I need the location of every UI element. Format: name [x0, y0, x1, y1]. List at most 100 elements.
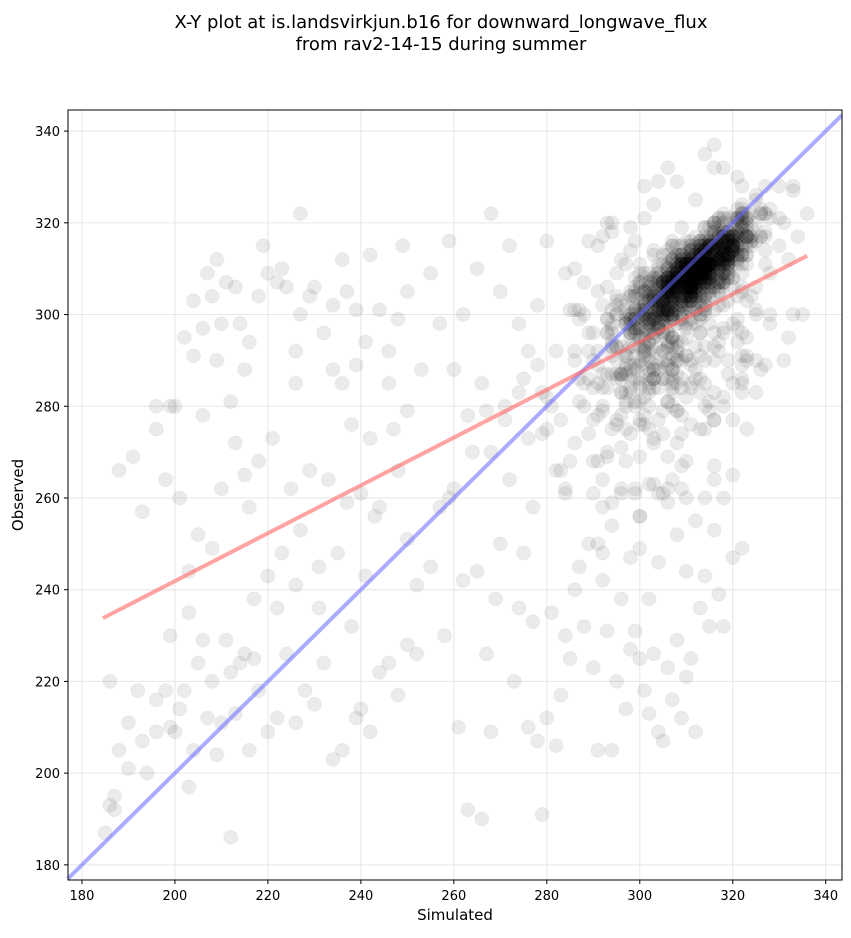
data-point	[715, 274, 731, 290]
data-point	[683, 284, 699, 300]
data-point	[706, 522, 722, 538]
data-point	[474, 811, 490, 827]
data-point	[325, 297, 341, 313]
data-point	[697, 265, 713, 281]
data-point	[622, 362, 638, 378]
data-point	[678, 274, 694, 290]
data-point	[729, 252, 745, 268]
data-point	[655, 343, 671, 359]
data-point	[683, 242, 699, 258]
data-point	[720, 247, 736, 263]
data-point	[711, 242, 727, 258]
data-point	[683, 274, 699, 290]
data-point	[622, 288, 638, 304]
data-point	[669, 284, 685, 300]
data-point	[697, 265, 713, 281]
data-point	[655, 733, 671, 749]
data-point	[697, 261, 713, 277]
data-point	[711, 247, 727, 263]
data-point	[692, 261, 708, 277]
data-point	[636, 417, 652, 433]
data-point	[688, 279, 704, 295]
data-point	[664, 288, 680, 304]
data-point	[660, 302, 676, 318]
data-point	[688, 274, 704, 290]
data-point	[516, 371, 532, 387]
data-point	[729, 229, 745, 245]
data-point	[609, 265, 625, 281]
data-point	[692, 270, 708, 286]
data-point	[683, 293, 699, 309]
data-point	[688, 724, 704, 740]
data-point	[664, 302, 680, 318]
data-point	[757, 357, 773, 373]
data-point	[664, 334, 680, 350]
data-point	[120, 761, 136, 777]
data-point	[678, 274, 694, 290]
data-point	[632, 256, 648, 272]
data-point	[725, 238, 741, 254]
data-point	[692, 270, 708, 286]
data-point	[688, 265, 704, 281]
data-point	[664, 348, 680, 364]
data-point	[195, 407, 211, 423]
data-point	[720, 261, 736, 277]
data-point	[622, 284, 638, 300]
data-point	[632, 320, 648, 336]
data-point	[692, 421, 708, 437]
data-point	[692, 265, 708, 281]
data-point	[627, 485, 643, 501]
data-point	[683, 279, 699, 295]
data-point	[725, 375, 741, 391]
data-point	[674, 238, 690, 254]
data-point	[613, 407, 629, 423]
data-point	[218, 632, 234, 648]
y-axis-label: Observed	[9, 459, 27, 531]
data-point	[641, 274, 657, 290]
data-point	[706, 247, 722, 263]
data-point	[734, 375, 750, 391]
data-point	[688, 270, 704, 286]
data-point	[697, 265, 713, 281]
data-point	[702, 261, 718, 277]
data-point	[627, 233, 643, 249]
data-point	[455, 307, 471, 323]
data-point	[613, 481, 629, 497]
data-point	[148, 724, 164, 740]
data-point	[678, 279, 694, 295]
data-point	[660, 307, 676, 323]
data-point	[655, 297, 671, 313]
data-point	[688, 279, 704, 295]
data-point	[678, 490, 694, 506]
data-point	[381, 655, 397, 671]
data-point	[669, 632, 685, 648]
data-point	[232, 655, 248, 671]
data-point	[725, 412, 741, 428]
data-point	[688, 192, 704, 208]
data-point	[618, 398, 634, 414]
data-point	[739, 224, 755, 240]
data-point	[664, 472, 680, 488]
data-point	[622, 242, 638, 258]
data-point	[692, 284, 708, 300]
data-point	[660, 160, 676, 176]
data-point	[655, 371, 671, 387]
data-point	[683, 288, 699, 304]
data-point	[692, 348, 708, 364]
data-point	[581, 343, 597, 359]
data-point	[697, 265, 713, 281]
data-point	[362, 724, 378, 740]
data-point	[609, 417, 625, 433]
data-point	[725, 316, 741, 332]
data-point	[660, 371, 676, 387]
data-point	[669, 302, 685, 318]
data-point	[715, 242, 731, 258]
identity-line	[66, 113, 844, 881]
data-point	[613, 591, 629, 607]
data-point	[688, 371, 704, 387]
data-point	[674, 247, 690, 263]
data-point	[204, 540, 220, 556]
x-tick-label: 320	[720, 889, 745, 904]
data-point	[743, 233, 759, 249]
data-point	[241, 742, 257, 758]
